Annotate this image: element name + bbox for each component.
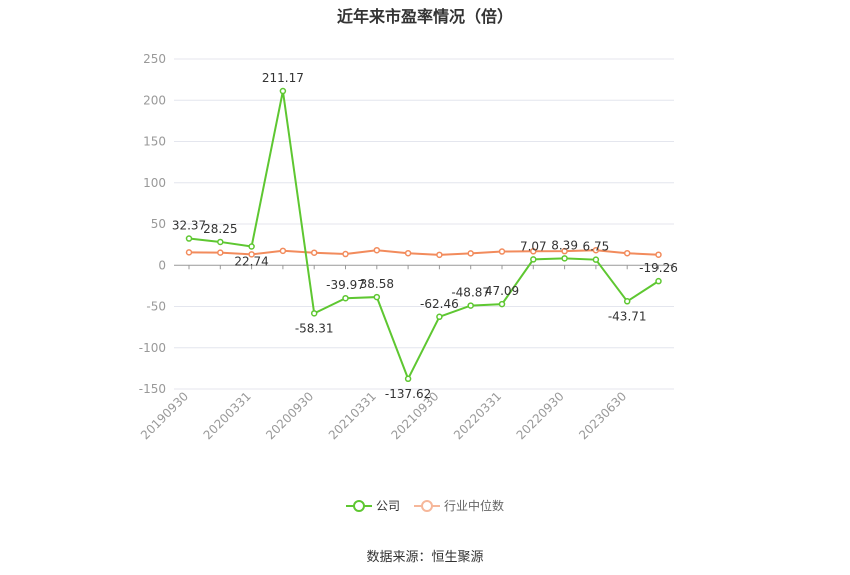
company-point (185, 235, 193, 242)
industry-median-point (217, 249, 224, 256)
industry-median-point (404, 249, 412, 257)
company-point (310, 310, 318, 317)
industry-median-point (373, 246, 381, 254)
company-data-label: 47.09 (485, 284, 519, 298)
data-source: 数据来源：恒生聚源 (366, 550, 484, 565)
industry-median-point (592, 246, 600, 254)
company-data-label: 6.75 (583, 240, 610, 254)
x-tick-label: 20190930 (138, 389, 191, 442)
company-point (436, 313, 443, 321)
company-point (592, 256, 600, 263)
x-tick-label: 20230630 (576, 389, 629, 442)
industry-median-point (436, 251, 443, 259)
company-data-label: -19.26 (639, 261, 678, 275)
industry-median-point (623, 249, 631, 257)
grid-lines (174, 58, 674, 390)
y-tick-label: 100 (143, 176, 166, 190)
company-data-label: -137.62 (385, 387, 431, 401)
x-tick-label: 20220930 (514, 389, 567, 442)
industry-median-point (185, 249, 193, 256)
y-tick-label: 50 (151, 217, 166, 231)
industry-median-point (342, 250, 349, 258)
company-point (655, 277, 662, 285)
company-point (342, 294, 349, 302)
company-data-label: 28.25 (203, 222, 237, 236)
y-axis-labels: -150 -100 -50 0 50 100 150 200 250 (139, 52, 166, 396)
company-point (373, 293, 381, 301)
industry-median-point (248, 251, 255, 258)
series-lines (185, 87, 662, 383)
company-point (498, 300, 506, 308)
company-point (404, 375, 412, 383)
company-data-label: 211.17 (262, 71, 304, 85)
company-data-label: -62.46 (420, 297, 459, 311)
company-line (188, 90, 660, 382)
x-tick-label: 20210331 (326, 389, 379, 442)
company-point (217, 238, 224, 246)
company-data-label: 22.74 (234, 254, 268, 268)
company-point (561, 255, 568, 262)
company-point (530, 256, 537, 263)
company-data-label: 38.58 (360, 277, 394, 291)
industry-median-point (279, 247, 287, 255)
x-tick-label: 20220331 (451, 389, 504, 442)
legend-industry-line-icon (414, 499, 440, 512)
y-tick-label: 200 (143, 93, 166, 107)
y-tick-label: -150 (139, 382, 166, 396)
company-point (467, 302, 474, 309)
industry-median-point (530, 248, 537, 255)
legend-company-line-icon (345, 499, 372, 512)
industry-median-point (655, 251, 662, 258)
company-data-label: 8.39 (551, 238, 578, 252)
company-data-label: -39.97 (326, 278, 365, 292)
company-point (279, 87, 287, 95)
company-data-label: -43.71 (608, 309, 647, 323)
company-data-label: -48.87 (451, 286, 490, 300)
company-point (623, 298, 631, 305)
legend-company-label: 公司 (375, 499, 400, 513)
industry-median-line (188, 249, 659, 256)
company-data-label: 32.37 (172, 219, 206, 233)
company-data-label: -58.31 (295, 321, 334, 335)
legend-item-industry-median[interactable]: 行业中位数 (414, 497, 504, 514)
legend: 公司 行业中位数 (0, 497, 850, 514)
legend-item-company[interactable]: 公司 (345, 497, 400, 514)
chart-title: 近年来市盈率情况（倍） (336, 7, 513, 26)
y-tick-label: -50 (146, 300, 166, 314)
y-tick-label: 150 (143, 135, 166, 149)
y-tick-label: -100 (139, 341, 166, 355)
industry-median-point (498, 248, 506, 255)
legend-industry-label: 行业中位数 (444, 499, 505, 513)
x-tick-label: 20200331 (201, 389, 254, 442)
industry-median-point (310, 249, 318, 256)
y-tick-label: 250 (143, 52, 166, 66)
y-tick-label: 0 (158, 258, 166, 272)
industry-median-point (561, 247, 568, 255)
industry-median-point (467, 250, 474, 257)
company-point (248, 243, 255, 250)
company-data-label: 7.07 (520, 239, 547, 253)
x-tick-label: 20200930 (263, 389, 316, 442)
